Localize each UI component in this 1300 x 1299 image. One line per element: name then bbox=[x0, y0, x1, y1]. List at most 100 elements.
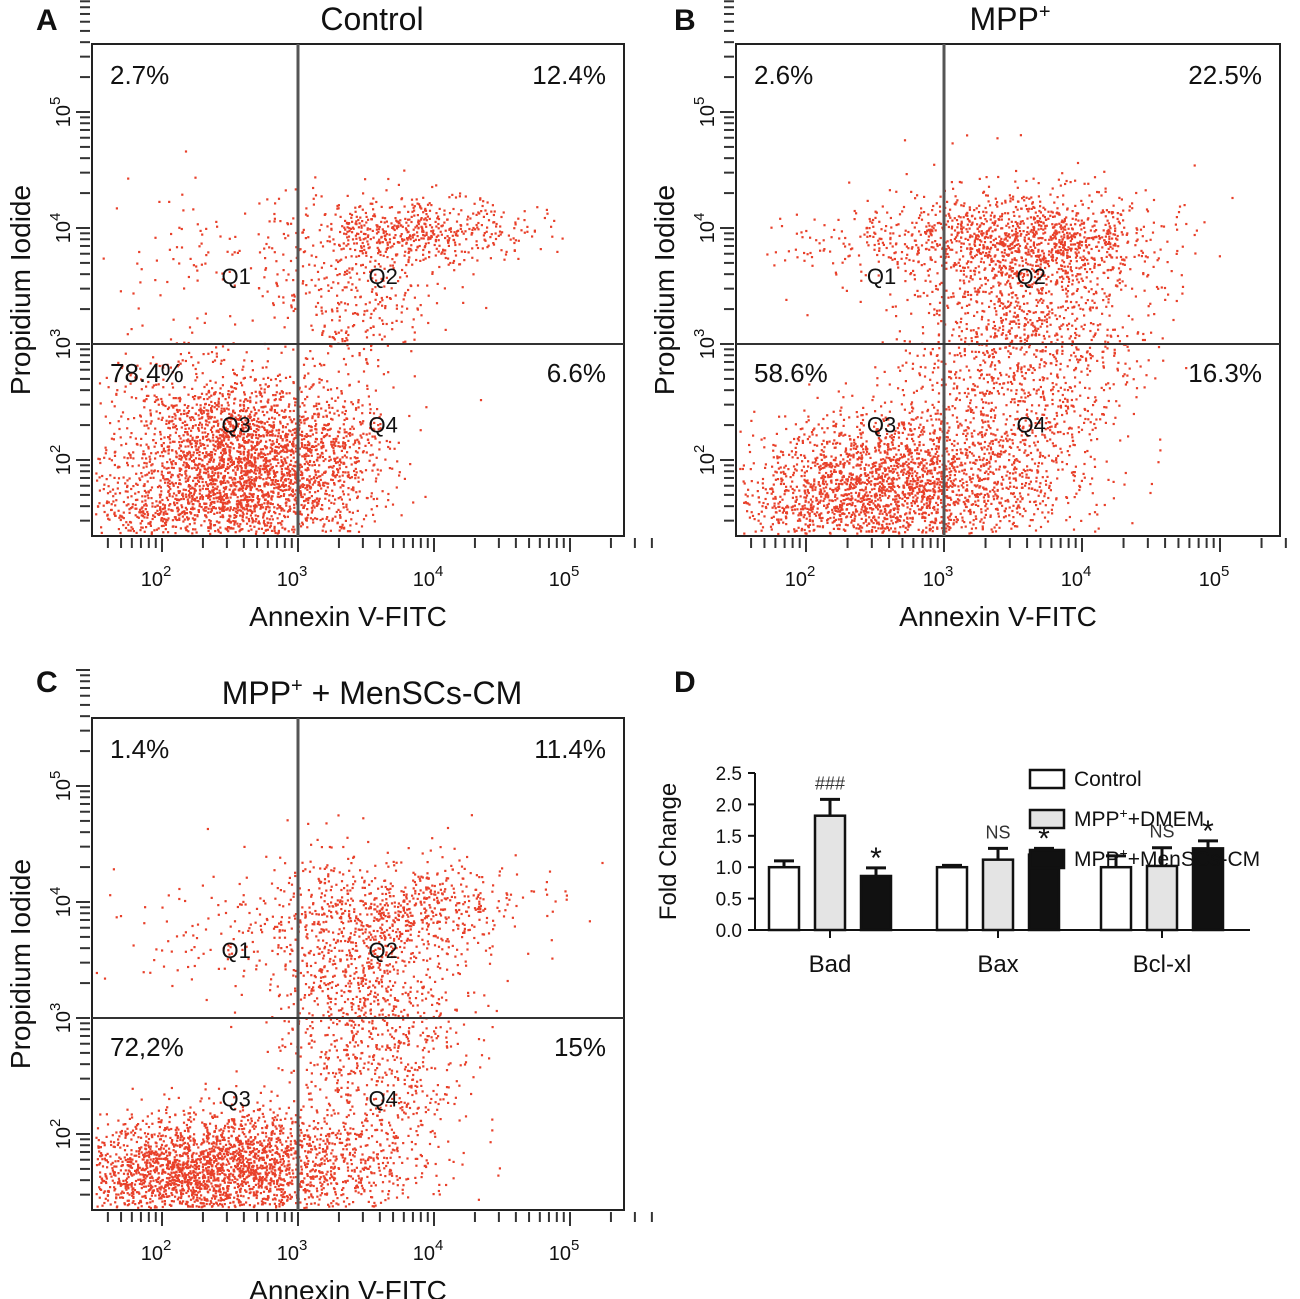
scatter-point bbox=[416, 245, 419, 248]
scatter-point bbox=[191, 487, 194, 490]
scatter-point bbox=[157, 403, 160, 406]
scatter-point bbox=[347, 239, 350, 242]
scatter-point bbox=[262, 459, 265, 462]
scatter-point bbox=[507, 234, 510, 237]
scatter-point bbox=[404, 291, 407, 295]
scatter-point bbox=[454, 243, 457, 247]
scatter-point bbox=[203, 509, 206, 512]
scatter-point bbox=[337, 282, 340, 285]
scatter-point bbox=[1015, 507, 1018, 510]
scatter-point bbox=[127, 452, 131, 455]
scatter-point bbox=[394, 294, 397, 297]
scatter-point bbox=[260, 452, 263, 455]
scatter-point bbox=[453, 241, 457, 244]
scatter-point bbox=[345, 456, 348, 459]
scatter-point bbox=[226, 507, 229, 510]
scatter-point bbox=[443, 287, 446, 290]
scatter-point bbox=[403, 477, 406, 480]
scatter-point bbox=[325, 449, 328, 452]
scatter-point bbox=[131, 506, 134, 509]
scatter-point bbox=[1031, 429, 1034, 432]
scatter-point bbox=[181, 510, 184, 513]
scatter-point bbox=[199, 496, 202, 499]
scatter-point bbox=[186, 423, 189, 426]
scatter-point bbox=[901, 431, 904, 434]
scatter-point bbox=[936, 511, 939, 514]
scatter-point bbox=[308, 460, 311, 463]
scatter-point bbox=[228, 412, 231, 415]
scatter-point bbox=[921, 516, 924, 519]
scatter-point bbox=[382, 279, 385, 282]
scatter-point bbox=[273, 506, 276, 509]
scatter-point bbox=[766, 491, 769, 495]
scatter-point bbox=[249, 469, 252, 472]
scatter-point bbox=[346, 339, 349, 342]
scatter-point bbox=[412, 501, 415, 504]
scatter-point bbox=[197, 467, 200, 470]
scatter-point bbox=[300, 495, 303, 498]
scatter-point bbox=[274, 480, 277, 484]
scatter-point bbox=[972, 454, 975, 457]
scatter-point bbox=[375, 293, 378, 296]
scatter-point bbox=[217, 402, 220, 405]
scatter-point bbox=[129, 453, 132, 456]
scatter-point bbox=[337, 469, 340, 472]
scatter-point bbox=[187, 477, 190, 480]
scatter-point bbox=[317, 443, 320, 446]
scatter-point bbox=[342, 436, 345, 439]
scatter-point bbox=[140, 510, 143, 513]
scatter-point bbox=[980, 446, 983, 449]
scatter-point bbox=[360, 245, 363, 248]
scatter-point bbox=[238, 457, 241, 460]
scatter-point bbox=[287, 472, 291, 475]
scatter-point bbox=[203, 468, 206, 471]
scatter-point bbox=[948, 471, 951, 474]
scatter-point bbox=[248, 495, 251, 499]
scatter-point bbox=[173, 440, 176, 443]
scatter-point bbox=[219, 434, 222, 437]
scatter-point bbox=[420, 237, 423, 240]
scatter-point bbox=[240, 477, 243, 481]
scatter-point bbox=[262, 377, 265, 380]
scatter-point bbox=[435, 184, 438, 187]
scatter-point bbox=[99, 461, 102, 465]
scatter-point bbox=[258, 498, 261, 501]
scatter-point bbox=[239, 431, 243, 434]
scatter-point bbox=[239, 477, 242, 480]
scatter-point bbox=[247, 451, 250, 454]
scatter-point bbox=[292, 450, 295, 453]
scatter-point bbox=[336, 294, 339, 297]
scatter-point bbox=[132, 530, 135, 533]
scatter-point bbox=[169, 441, 172, 444]
scatter-point bbox=[273, 409, 276, 412]
scatter-point bbox=[312, 405, 316, 408]
scatter-point bbox=[282, 445, 286, 448]
scatter-point bbox=[424, 257, 427, 260]
scatter-point bbox=[137, 491, 140, 494]
scatter-point bbox=[310, 324, 313, 327]
scatter-point bbox=[388, 297, 392, 300]
scatter-point bbox=[355, 255, 358, 258]
scatter-point bbox=[150, 464, 153, 467]
scatter-point bbox=[246, 500, 250, 503]
scatter-point bbox=[193, 491, 196, 494]
scatter-point bbox=[285, 434, 288, 437]
scatter-point bbox=[323, 277, 326, 280]
scatter-point bbox=[223, 407, 226, 410]
scatter-point bbox=[254, 458, 257, 461]
scatter-point bbox=[998, 468, 1001, 471]
scatter-point bbox=[334, 267, 337, 270]
scatter-point bbox=[276, 479, 279, 482]
scatter-point bbox=[189, 257, 192, 260]
scatter-point bbox=[234, 419, 237, 422]
scatter-point bbox=[294, 404, 297, 407]
scatter-point bbox=[125, 442, 128, 445]
scatter-point bbox=[147, 427, 150, 430]
scatter-point bbox=[287, 530, 290, 533]
scatter-point bbox=[858, 456, 861, 459]
scatter-point bbox=[338, 315, 341, 318]
scatter-point bbox=[874, 410, 877, 413]
scatter-point bbox=[228, 446, 231, 449]
scatter-point bbox=[952, 458, 955, 461]
scatter-point bbox=[363, 313, 366, 316]
